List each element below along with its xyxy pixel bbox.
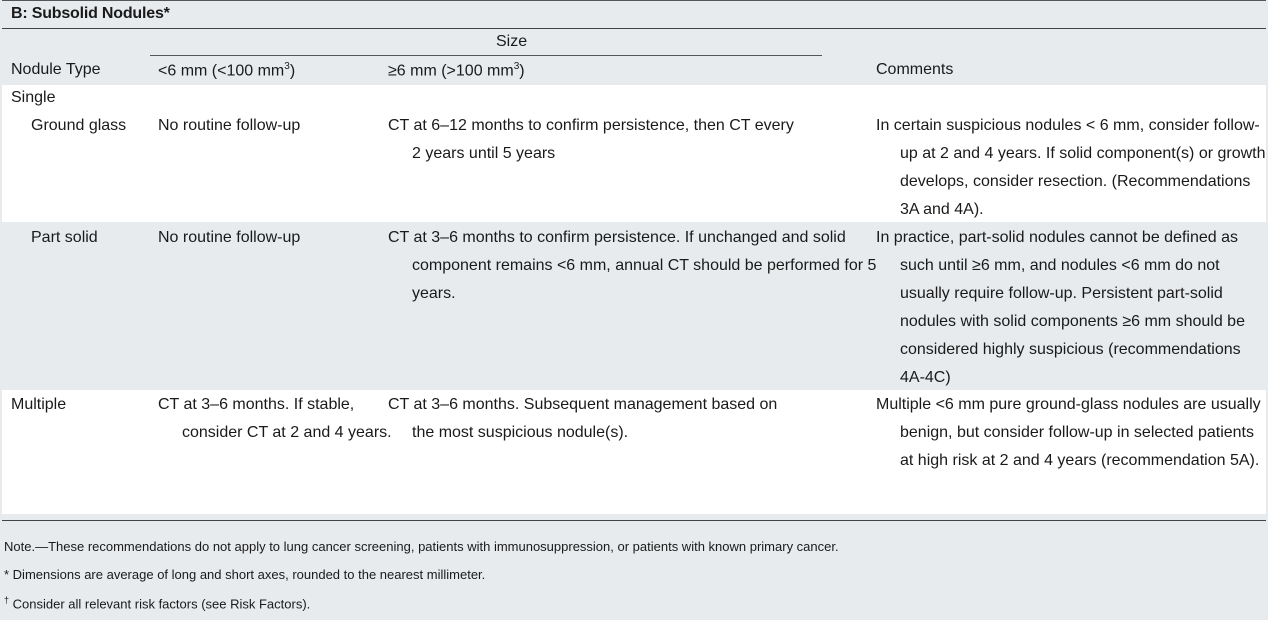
size-group-header: Size: [496, 33, 528, 50]
footnote-dagger: † Consider all relevant risk factors (se…: [4, 595, 311, 612]
table-title-bar: B: Subsolid Nodules*: [2, 0, 1266, 29]
cell-type-part-solid: Part solid: [31, 229, 98, 246]
cell-large-multiple: CT at 3–6 months. Subsequent management …: [388, 396, 778, 441]
header-large-size: ≥6 mm (>100 mm3): [388, 61, 525, 80]
size-group-rule: [150, 55, 822, 56]
table-row-ground-glass: [2, 85, 1266, 222]
table-title: B: Subsolid Nodules*: [11, 5, 170, 22]
cell-small-ground-glass: No routine follow-up: [158, 117, 301, 134]
header-comments: Comments: [876, 61, 954, 78]
cell-large-part-solid: CT at 3–6 months to confirm persistence.…: [388, 229, 877, 302]
cell-type-multiple: Multiple: [11, 396, 67, 413]
header-small-size: <6 mm (<100 mm3): [158, 61, 296, 80]
cell-comments-part-solid: In practice, part-solid nodules cannot b…: [876, 229, 1245, 386]
cell-comments-multiple: Multiple <6 mm pure ground-glass nodules…: [876, 396, 1261, 469]
table-header: [2, 29, 1266, 84]
footnote-note: Note.—These recommendations do not apply…: [4, 539, 839, 554]
cell-large-ground-glass: CT at 6–12 months to confirm persistence…: [388, 117, 794, 162]
cell-small-multiple: CT at 3–6 months. If stable, consider CT…: [158, 396, 392, 441]
header-nodule-type: Nodule Type: [11, 61, 101, 78]
cell-comments-ground-glass: In certain suspicious nodules < 6 mm, co…: [876, 117, 1266, 218]
table-row-multiple: [2, 390, 1266, 514]
footnote-asterisk: * Dimensions are average of long and sho…: [4, 567, 486, 582]
footer-rule: [2, 520, 1266, 521]
row-group-single: Single: [11, 89, 56, 106]
table-row-part-solid: [2, 222, 1266, 390]
cell-small-part-solid: No routine follow-up: [158, 229, 301, 246]
cell-type-ground-glass: Ground glass: [31, 117, 127, 134]
